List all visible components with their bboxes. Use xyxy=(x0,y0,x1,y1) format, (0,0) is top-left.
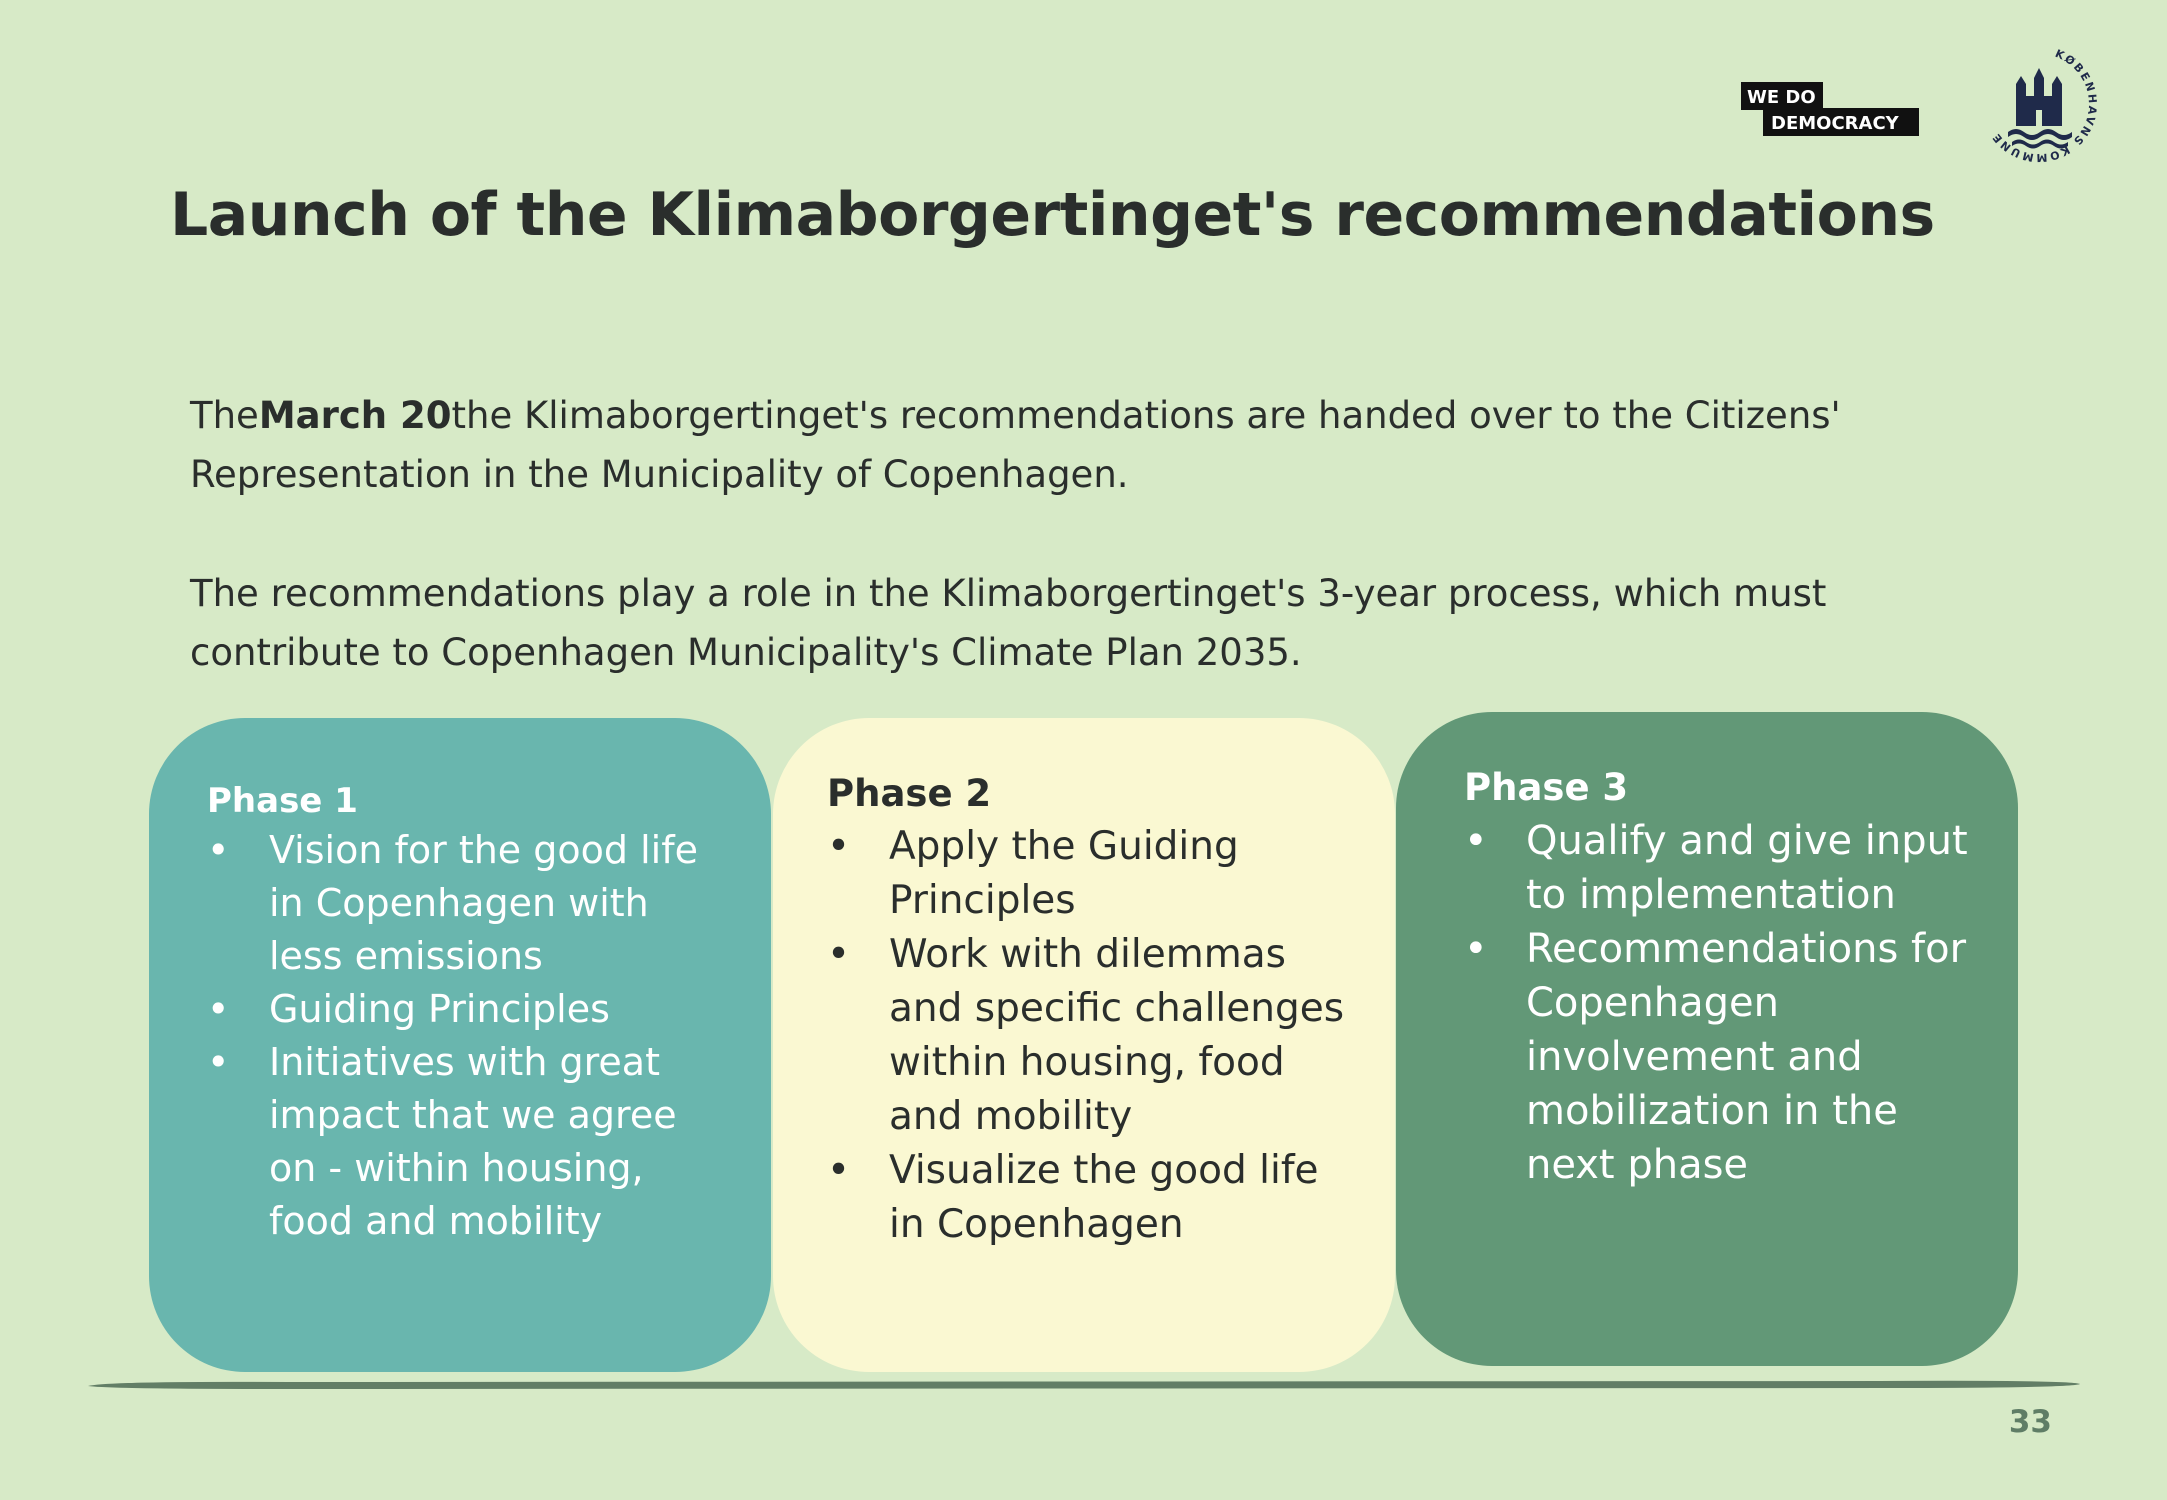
intro-paragraph-1: TheMarch 20the Klimaborgertinget's recom… xyxy=(190,386,1890,504)
intro-p1-pre: The xyxy=(190,394,259,437)
phase-1-card: Phase 1 Vision for the good life in Cope… xyxy=(149,718,771,1372)
list-item: Work with dilemmas and specific challeng… xyxy=(827,928,1355,1144)
list-item: Recommendations for Copenhagen involveme… xyxy=(1464,922,1978,1192)
wdd-line1: WE DO xyxy=(1747,87,1816,108)
phase-2-list: Apply the Guiding Principles Work with d… xyxy=(827,820,1355,1252)
phase-2-title: Phase 2 xyxy=(827,772,992,815)
page-number: 33 xyxy=(2008,1404,2052,1440)
intro-text: TheMarch 20the Klimaborgertinget's recom… xyxy=(190,386,1890,682)
ground-line xyxy=(88,1380,2080,1389)
intro-p1-post: the Klimaborgertinget's recommendations … xyxy=(190,394,1841,496)
list-item: Qualify and give input to implementation xyxy=(1464,814,1978,922)
phase-3-card: Phase 3 Qualify and give input to implem… xyxy=(1396,712,2018,1366)
intro-date: March 20 xyxy=(258,394,452,437)
phase-1-list: Vision for the good life in Copenhagen w… xyxy=(207,824,731,1248)
list-item: Apply the Guiding Principles xyxy=(827,820,1355,928)
page-title: Launch of the Klimaborgertinget's recomm… xyxy=(170,180,1935,250)
intro-paragraph-2: The recommendations play a role in the K… xyxy=(190,572,1827,674)
we-do-democracy-logo: WE DO DEMOCRACY xyxy=(1741,82,1919,136)
list-item: Vision for the good life in Copenhagen w… xyxy=(207,824,731,983)
list-item: Visualize the good life in Copenhagen xyxy=(827,1144,1355,1252)
phase-1-title: Phase 1 xyxy=(207,781,358,821)
phase-3-list: Qualify and give input to implementation… xyxy=(1464,814,1978,1192)
list-item: Initiatives with great impact that we ag… xyxy=(207,1036,731,1248)
kobenhavns-kommune-logo: KØBENHAVNS KOMMUNE xyxy=(1989,47,2097,164)
wdd-line2: DEMOCRACY xyxy=(1771,113,1900,134)
list-item: Guiding Principles xyxy=(207,983,731,1036)
phase-2-card: Phase 2 Apply the Guiding Principles Wor… xyxy=(773,718,1395,1372)
phase-3-title: Phase 3 xyxy=(1464,766,1629,809)
